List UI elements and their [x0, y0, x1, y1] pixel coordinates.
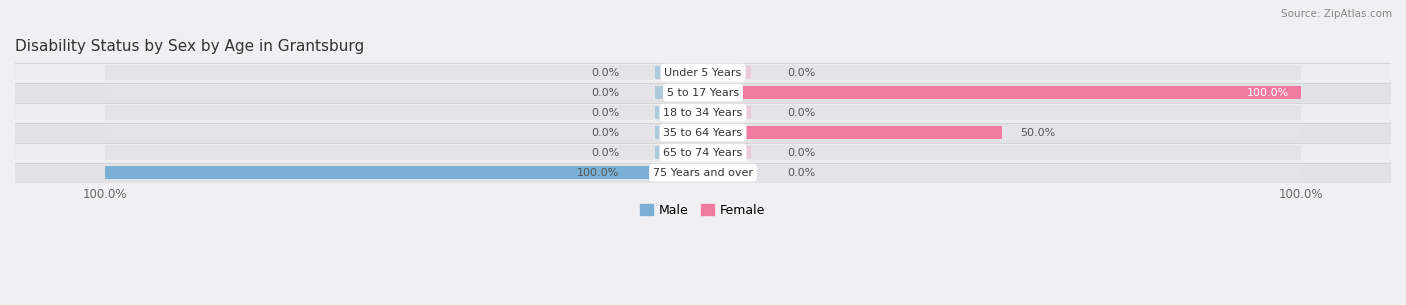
- Bar: [703, 86, 1302, 99]
- Text: 100.0%: 100.0%: [576, 168, 619, 178]
- Bar: [655, 146, 703, 159]
- Text: 0.0%: 0.0%: [787, 148, 815, 158]
- Legend: Male, Female: Male, Female: [636, 199, 770, 222]
- Text: 18 to 34 Years: 18 to 34 Years: [664, 108, 742, 117]
- Bar: [104, 145, 1302, 160]
- Bar: [655, 86, 703, 99]
- Bar: [655, 66, 703, 79]
- Bar: [104, 167, 703, 179]
- Bar: [104, 125, 1302, 140]
- Text: 0.0%: 0.0%: [591, 67, 619, 77]
- Bar: [15, 123, 1391, 142]
- Text: 0.0%: 0.0%: [787, 168, 815, 178]
- Text: 100.0%: 100.0%: [1247, 88, 1289, 98]
- Text: 0.0%: 0.0%: [591, 88, 619, 98]
- Text: 5 to 17 Years: 5 to 17 Years: [666, 88, 740, 98]
- Text: 0.0%: 0.0%: [591, 148, 619, 158]
- Bar: [15, 163, 1391, 183]
- Text: 0.0%: 0.0%: [787, 67, 815, 77]
- Bar: [15, 102, 1391, 123]
- Text: Disability Status by Sex by Age in Grantsburg: Disability Status by Sex by Age in Grant…: [15, 39, 364, 54]
- Bar: [703, 167, 751, 179]
- Bar: [104, 85, 1302, 100]
- Text: 0.0%: 0.0%: [787, 108, 815, 117]
- Bar: [703, 66, 751, 79]
- Text: 35 to 64 Years: 35 to 64 Years: [664, 127, 742, 138]
- Bar: [655, 106, 703, 119]
- Bar: [703, 146, 751, 159]
- Bar: [703, 106, 751, 119]
- Bar: [655, 126, 703, 139]
- Bar: [15, 142, 1391, 163]
- Bar: [15, 83, 1391, 102]
- Bar: [703, 126, 1002, 139]
- Text: 75 Years and over: 75 Years and over: [652, 168, 754, 178]
- Bar: [104, 65, 1302, 80]
- Text: Source: ZipAtlas.com: Source: ZipAtlas.com: [1281, 9, 1392, 19]
- Bar: [15, 63, 1391, 83]
- Bar: [104, 165, 1302, 180]
- Text: Under 5 Years: Under 5 Years: [665, 67, 741, 77]
- Text: 50.0%: 50.0%: [1021, 127, 1056, 138]
- Bar: [104, 105, 1302, 120]
- Text: 65 to 74 Years: 65 to 74 Years: [664, 148, 742, 158]
- Text: 0.0%: 0.0%: [591, 127, 619, 138]
- Text: 0.0%: 0.0%: [591, 108, 619, 117]
